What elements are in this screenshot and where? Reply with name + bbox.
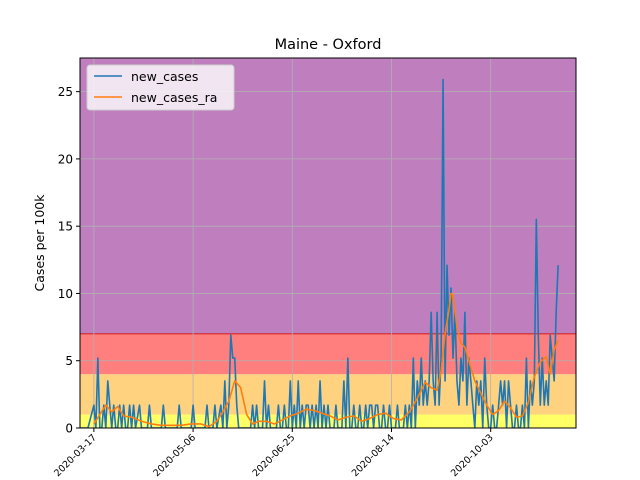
y-tick-label-2: 10: [58, 287, 73, 301]
x-tick-label-2: 2020-06-25: [251, 432, 298, 479]
legend-label-new-cases: new_cases: [131, 69, 198, 84]
series-line-new-cases-ra: [93, 292, 559, 428]
y-tick-label-5: 25: [58, 85, 73, 99]
y-tick-label-0: 0: [65, 422, 73, 436]
legend: new_cases new_cases_ra: [86, 64, 235, 111]
y-tick-label-1: 5: [65, 354, 73, 368]
x-tick-label-3: 2020-08-14: [350, 432, 397, 479]
series-group: [80, 78, 559, 428]
y-tick-label-3: 15: [58, 220, 73, 234]
x-axis: 2020-03-17 2020-05-06 2020-06-25 2020-08-14…: [52, 428, 496, 479]
legend-box: [86, 64, 235, 111]
plot-frame: [79, 57, 577, 429]
series-line-new-cases: [80, 78, 559, 428]
legend-label-new-cases-ra: new_cases_ra: [131, 90, 217, 105]
risk-band-0: [80, 414, 576, 428]
y-tick-label-4: 20: [58, 152, 73, 166]
risk-bands: [80, 58, 576, 428]
y-axis: 0 5 10 15 20 25: [58, 85, 80, 436]
chart-title: Maine - Oxford: [275, 37, 382, 53]
y-axis-label: Cases per 100k: [32, 194, 47, 292]
x-tick-label-1: 2020-05-06: [151, 432, 198, 479]
risk-band-2: [80, 333, 576, 375]
x-tick-label-0: 2020-03-17: [52, 432, 99, 479]
x-tick-label-4: 2020-10-03: [449, 432, 496, 479]
